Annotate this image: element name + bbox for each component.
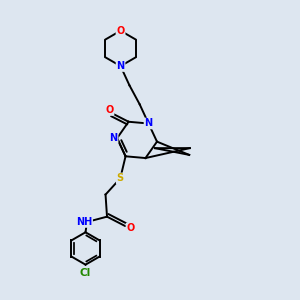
Text: O: O: [126, 224, 135, 233]
Text: N: N: [110, 133, 118, 143]
Text: N: N: [116, 61, 124, 71]
Text: O: O: [105, 105, 114, 115]
Text: O: O: [116, 26, 125, 36]
Text: NH: NH: [76, 217, 92, 227]
Text: N: N: [145, 118, 153, 128]
Text: Cl: Cl: [80, 268, 91, 278]
Text: S: S: [117, 173, 124, 183]
